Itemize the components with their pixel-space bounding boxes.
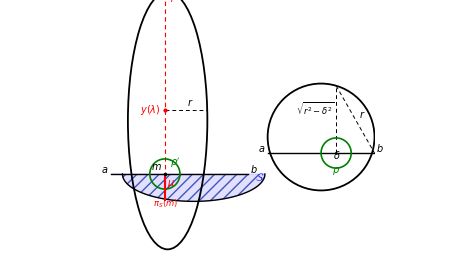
Polygon shape — [112, 174, 265, 201]
Text: $r$: $r$ — [359, 109, 365, 120]
Text: $\sqrt{r^2-\delta^2}$: $\sqrt{r^2-\delta^2}$ — [296, 100, 334, 118]
Text: $b$: $b$ — [376, 142, 384, 154]
Text: $\delta$: $\delta$ — [333, 149, 341, 161]
Text: $\rho'$: $\rho'$ — [171, 157, 181, 170]
Text: $a$: $a$ — [258, 144, 265, 154]
Text: $\pi_S(m)$: $\pi_S(m)$ — [153, 197, 178, 210]
Text: $m$: $m$ — [152, 162, 162, 172]
Text: $\mathcal{S}$: $\mathcal{S}$ — [255, 171, 265, 183]
Text: $\mu$: $\mu$ — [167, 178, 175, 190]
Text: $a$: $a$ — [101, 165, 109, 175]
Text: $y(\lambda)$: $y(\lambda)$ — [140, 102, 161, 117]
Text: $\rho$: $\rho$ — [332, 165, 340, 177]
Text: $b$: $b$ — [250, 163, 258, 175]
Text: $r$: $r$ — [187, 97, 193, 108]
Text: $\varphi$: $\varphi$ — [169, 0, 177, 4]
